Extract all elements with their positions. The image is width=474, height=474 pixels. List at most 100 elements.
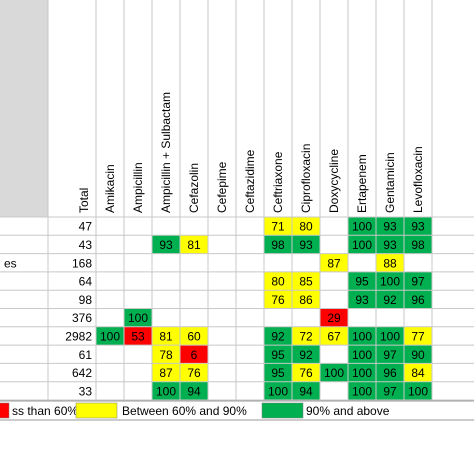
cell-fill xyxy=(292,363,320,382)
cell-fill xyxy=(404,235,432,254)
cell-value: 100 xyxy=(408,384,428,398)
cell-value: 60 xyxy=(187,329,201,343)
cell-value: 85 xyxy=(299,275,313,289)
cell-value: 29 xyxy=(327,311,341,325)
table-gridlines xyxy=(0,0,474,401)
header-band xyxy=(0,0,49,217)
legend-swatch xyxy=(261,402,304,419)
row-total: 43 xyxy=(79,238,93,252)
cell-value: 95 xyxy=(271,366,285,380)
cell-fill xyxy=(152,363,180,382)
cell-fill xyxy=(292,326,320,346)
column-header: Doxycycline xyxy=(327,149,341,213)
cell-fill xyxy=(404,381,432,400)
cell-value: 71 xyxy=(271,220,285,234)
cell-value: 100 xyxy=(380,329,400,343)
row-total: 642 xyxy=(72,366,92,380)
cell-fill xyxy=(292,290,320,309)
row-total: 61 xyxy=(79,348,93,362)
cell-value: 94 xyxy=(187,384,201,398)
cell-value: 100 xyxy=(380,275,400,289)
cell-fill xyxy=(348,235,376,254)
cell-fill xyxy=(348,217,376,236)
legend-label: Between 60% and 90% xyxy=(122,404,247,418)
total-header: Total xyxy=(77,188,91,213)
cell-fill xyxy=(376,290,404,309)
cell-value: 93 xyxy=(299,238,313,252)
cell-value: 80 xyxy=(299,220,313,234)
column-header: Ceftriaxone xyxy=(271,151,285,213)
cell-fill xyxy=(348,290,376,309)
cell-value: 100 xyxy=(352,238,372,252)
cell-value: 98 xyxy=(271,238,285,252)
cell-fill xyxy=(320,253,348,272)
cell-value: 96 xyxy=(383,366,397,380)
cell-value: 100 xyxy=(352,348,372,362)
cell-fill xyxy=(404,217,432,236)
cell-value: 81 xyxy=(187,238,201,252)
cell-fill xyxy=(376,345,404,364)
cell-fill xyxy=(180,326,208,346)
cell-fill xyxy=(152,381,180,400)
cell-value: 100 xyxy=(156,384,176,398)
cell-value: 72 xyxy=(299,329,313,343)
cell-fill xyxy=(404,345,432,364)
legend-swatch xyxy=(0,402,10,419)
row-total: 168 xyxy=(72,256,92,270)
cell-fill xyxy=(292,345,320,364)
column-header: Ampicillin xyxy=(131,162,145,213)
cell-value: 84 xyxy=(411,366,425,380)
cell-fill xyxy=(180,235,208,254)
cell-fill xyxy=(320,308,348,327)
cell-fill xyxy=(376,381,404,400)
cell-fill xyxy=(376,217,404,236)
cell-fill xyxy=(376,326,404,346)
cell-value: 90 xyxy=(411,348,425,362)
cell-value: 93 xyxy=(159,238,173,252)
cell-value: 98 xyxy=(411,238,425,252)
cell-fill xyxy=(180,363,208,382)
cell-value: 78 xyxy=(159,348,173,362)
cell-value: 76 xyxy=(187,366,201,380)
cell-value: 53 xyxy=(131,329,145,343)
table-labels: 71 80 100 93 93 93 81 98 93 100 93 98 87 88 80 85 95 100 9… xyxy=(4,92,428,398)
cell-fill xyxy=(376,271,404,291)
cell-fill xyxy=(292,271,320,291)
cell-fill xyxy=(320,363,348,382)
cell-fill xyxy=(124,326,152,346)
column-header: Amikacin xyxy=(103,164,117,213)
cell-value: 76 xyxy=(271,293,285,307)
legend-label: ss than 60% xyxy=(12,404,78,418)
cell-fill xyxy=(320,326,348,346)
cell-fill xyxy=(348,381,376,400)
cell-fill xyxy=(264,363,292,382)
cell-fill xyxy=(180,345,208,364)
cell-value: 87 xyxy=(327,256,341,270)
cell-value: 100 xyxy=(268,384,288,398)
cell-fill xyxy=(348,345,376,364)
row-total: 2982 xyxy=(65,329,92,343)
legend: ss than 60% Between 60% and 90% 90% and ab… xyxy=(0,400,474,421)
cell-value: 86 xyxy=(299,293,313,307)
row-total: 376 xyxy=(72,311,92,325)
column-header: Cefepime xyxy=(215,161,229,213)
cell-value: 92 xyxy=(299,348,313,362)
cell-value: 100 xyxy=(324,366,344,380)
column-header: Ciprofloxacin xyxy=(299,144,313,213)
cell-fill xyxy=(376,253,404,272)
cell-value: 97 xyxy=(383,384,397,398)
cell-value: 93 xyxy=(411,220,425,234)
cell-value: 81 xyxy=(159,329,173,343)
cell-value: 100 xyxy=(352,384,372,398)
row-total: 33 xyxy=(79,384,93,398)
cell-fill xyxy=(348,363,376,382)
cell-fill xyxy=(264,345,292,364)
column-header: Cefazolin xyxy=(187,163,201,213)
cell-fill xyxy=(180,381,208,400)
cell-value: 100 xyxy=(352,366,372,380)
cell-value: 67 xyxy=(327,329,341,343)
cell-fill xyxy=(152,235,180,254)
cell-fill xyxy=(264,271,292,291)
header-band-fill xyxy=(0,0,49,217)
